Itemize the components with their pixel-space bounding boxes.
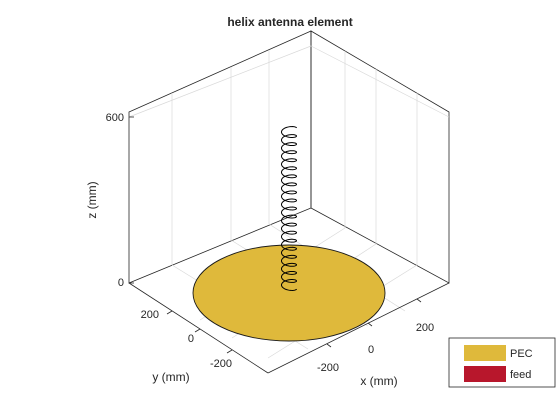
y-tick-label: 200 [141, 309, 159, 321]
x-tick-label: 0 [368, 344, 374, 356]
y-tick-mark [166, 310, 173, 315]
y-tick-mark [226, 349, 233, 354]
y-axis-label: y (mm) [152, 370, 189, 384]
ground-plane [192, 244, 386, 342]
y-tick-label: 0 [188, 333, 194, 345]
z-tick-label: 600 [106, 112, 124, 124]
x-tick-mark [367, 322, 373, 327]
chart-title: helix antenna element [227, 15, 352, 29]
x-axis-label: x (mm) [360, 374, 397, 388]
axis-line-y [128, 282, 269, 374]
z-axis-label: z (mm) [85, 181, 99, 218]
z-axis: 600 0 z (mm) [85, 112, 134, 289]
grid-line [128, 45, 312, 118]
x-tick-label: -200 [317, 362, 339, 374]
x-tick-mark [326, 343, 332, 348]
legend: PEC feed [448, 337, 556, 388]
axis-line-x [267, 282, 450, 374]
y-tick-label: -200 [210, 358, 232, 370]
x-axis: -200 0 200 x (mm) [317, 298, 434, 388]
helix-wire [280, 126, 298, 291]
legend-label-feed: feed [510, 369, 531, 381]
legend-label-pec: PEC [510, 348, 533, 360]
legend-swatch-feed [464, 366, 506, 382]
x-tick-mark [416, 298, 422, 303]
y-axis: 200 0 -200 y (mm) [141, 309, 233, 384]
grid-line [310, 45, 450, 118]
x-tick-label: 200 [416, 322, 434, 334]
z-tick-label: 0 [118, 277, 124, 289]
back-wall-right [310, 30, 450, 284]
legend-swatch-pec [464, 345, 506, 361]
y-tick-mark [194, 328, 201, 333]
